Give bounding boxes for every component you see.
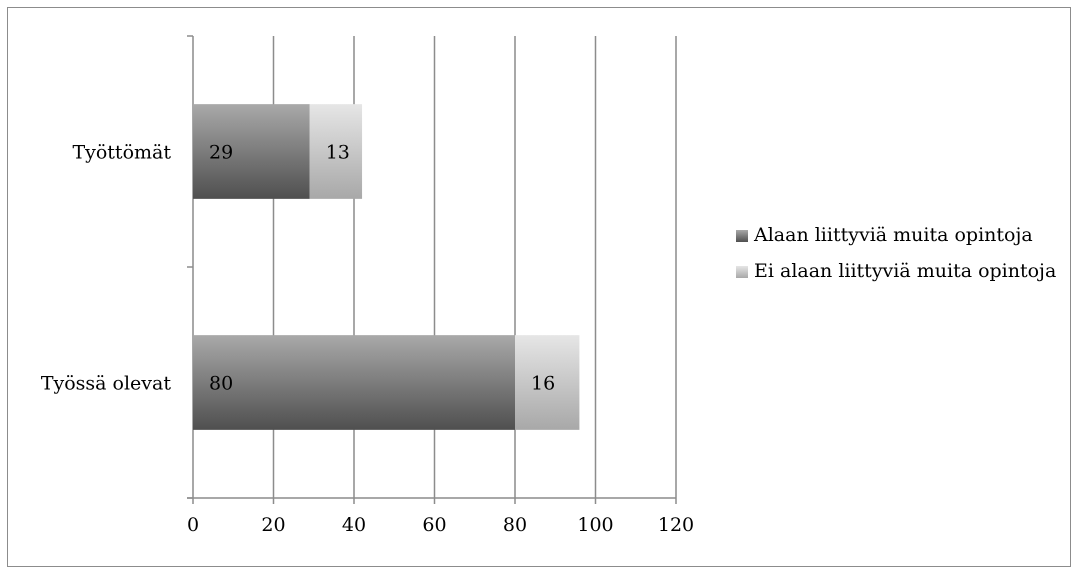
x-tick-label-100: 100	[577, 514, 613, 536]
category-label-1: Työssä olevat	[41, 373, 172, 395]
bar-s2-1	[515, 335, 580, 430]
data-label-s2-1: 16	[531, 373, 555, 395]
category-label-0: Työttömät	[72, 142, 171, 164]
legend-label-series-2: Ei alaan liittyviä muita opintoja	[754, 260, 1057, 282]
labels: Työttömät 29 13 Työssä olevat 80 16	[41, 142, 555, 395]
data-label-s2-0: 13	[326, 142, 350, 164]
data-label-s1-1: 80	[209, 373, 233, 395]
legend-item-series-2: Ei alaan liittyviä muita opintoja	[736, 258, 1066, 284]
legend-label-series-1: Alaan liittyviä muita opintoja	[754, 224, 1033, 246]
x-tick-label-80: 80	[503, 514, 527, 536]
x-tick-label-0: 0	[187, 514, 199, 536]
legend-item-series-1: Alaan liittyviä muita opintoja	[736, 222, 1066, 248]
bar-s2-0	[309, 104, 363, 199]
x-tick-label-60: 60	[422, 514, 446, 536]
x-tick-label-20: 20	[261, 514, 285, 536]
legend-swatch-series-1	[736, 230, 748, 242]
x-tick-label-40: 40	[342, 514, 366, 536]
bars	[193, 104, 580, 430]
bar-s1-0	[193, 104, 310, 199]
bar-s1-1	[193, 335, 515, 430]
legend: Alaan liittyviä muita opintoja Ei alaan …	[736, 222, 1066, 294]
x-tick-label-120: 120	[658, 514, 694, 536]
data-label-s1-0: 29	[209, 142, 233, 164]
bar-chart: 0 20 40 60 80 100 120 Työttömät 29 13 Työssä olev…	[41, 35, 694, 536]
legend-swatch-series-2	[736, 266, 748, 278]
